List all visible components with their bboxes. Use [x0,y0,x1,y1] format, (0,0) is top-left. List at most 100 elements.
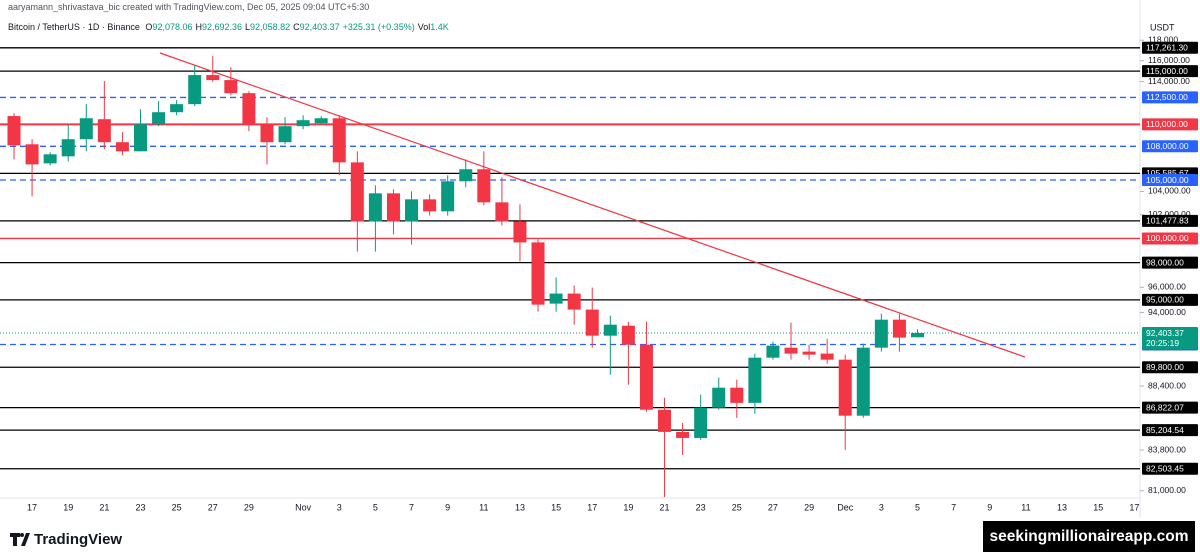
level-label: 108,000.00 [1146,141,1189,151]
candle-body [802,351,816,355]
x-tick-label: 19 [63,502,73,512]
level-label: 110,000.00 [1146,119,1188,129]
level-label: 117,261.30 [1146,43,1188,53]
x-tick-label: 25 [732,502,742,512]
level-label-box [1142,424,1198,437]
x-tick-label: 19 [623,502,633,512]
candle-body [784,347,798,354]
candle-body [459,169,473,182]
level-label-box [1142,462,1198,475]
y-tick-label: 96,000.00 [1148,282,1186,292]
candle-body [368,193,382,222]
level-label: 85,204.54 [1146,425,1184,435]
watermark: seekingmillionaireapp.com [990,528,1189,545]
x-tick-label: 9 [987,502,992,512]
x-tick-label: 29 [244,502,254,512]
y-tick-label: 104,000.00 [1148,186,1191,196]
candle-body [639,344,653,410]
level-label-box [1142,401,1198,414]
candle-body [730,387,744,403]
x-tick-label: 9 [445,502,450,512]
ohlc-key: H [195,22,202,32]
price-axis: 118,000 116,000.00 114,000.00 104,000.00 102… [27,35,1198,512]
x-tick-label: 29 [804,502,814,512]
x-tick-label: 11 [1021,502,1030,512]
candle-body [766,345,780,358]
level-label: 95,000.00 [1146,295,1184,305]
candle-body [585,309,599,336]
currency-label: USDT [1150,22,1175,32]
x-tick-label: 13 [515,502,525,512]
x-tick-label: 11 [479,502,488,512]
level-label-box [1142,232,1198,245]
brand-logo [10,533,30,546]
ohlc-value: 92,078.06 [152,22,193,32]
candle-body [133,124,147,152]
candle-body [61,139,75,157]
y-tick-label: 114,000.00 [1148,76,1190,86]
level-label-box [1142,293,1198,306]
ohlc-key: C [293,22,300,32]
candle-body [170,104,184,113]
candle-body [477,169,491,203]
candle-body [405,199,419,222]
level-label: 105,000.00 [1146,175,1189,185]
candle-body [7,116,21,146]
candle-body [43,154,57,164]
candle-body [856,347,870,416]
y-tick-label: 88,400.00 [1148,380,1186,390]
x-tick-label: 27 [208,502,218,512]
level-label: 115,000.00 [1146,66,1188,76]
x-tick-label: 21 [99,502,109,512]
ohlc-value: 92,403.37 [299,22,340,32]
x-tick-label: 27 [768,502,778,512]
candle-body [567,293,581,310]
x-tick-label: 13 [1057,502,1067,512]
y-tick-label: 102,000.00 [1148,209,1191,219]
candle-body [188,75,202,105]
candle-body [332,118,346,163]
level-label: 101,477.83 [1146,216,1189,226]
candle-body [911,333,924,338]
level-label-box [1142,65,1198,78]
plot-area [0,47,1140,498]
candle-body [296,120,310,127]
last-price-label: 92,403.37 [1146,328,1184,338]
x-tick-label: 3 [879,502,884,512]
candle-body [423,199,437,212]
candle-body [549,293,563,304]
candle-body [224,80,238,94]
candle-body [441,181,455,212]
x-tick-label: 17 [1129,502,1139,512]
candle-body [97,119,111,143]
trendline [159,52,1026,358]
candle-body [495,202,509,222]
x-tick-label: 7 [409,502,414,512]
level-label-box [1142,361,1198,374]
x-tick-label: Nov [295,502,312,512]
y-tick-label: 94,000.00 [1148,307,1186,317]
level-label: 82,503.45 [1146,463,1184,473]
level-label-box [1142,41,1198,54]
level-label: 86,822.07 [1146,402,1184,412]
level-label-box [1142,91,1198,104]
ohlc-key: O [145,22,153,32]
x-tick-label: 3 [337,502,342,512]
vol-key: Vol [417,22,431,32]
level-label: 98,000.00 [1146,257,1184,267]
x-tick-label: 5 [373,502,378,512]
x-tick-label: 17 [27,502,37,512]
y-tick-label: 81,000.00 [1148,485,1186,495]
candle-body [621,325,635,345]
candle-body [658,409,672,432]
candle-body [892,319,906,338]
ohlc-key: L [245,22,251,32]
candle-body [874,319,888,348]
x-tick-label: 7 [951,502,956,512]
level-label-box [1142,118,1198,131]
level-label: 100,000.00 [1146,233,1189,243]
candle-body [260,124,274,143]
level-label: 89,800.00 [1146,362,1184,372]
